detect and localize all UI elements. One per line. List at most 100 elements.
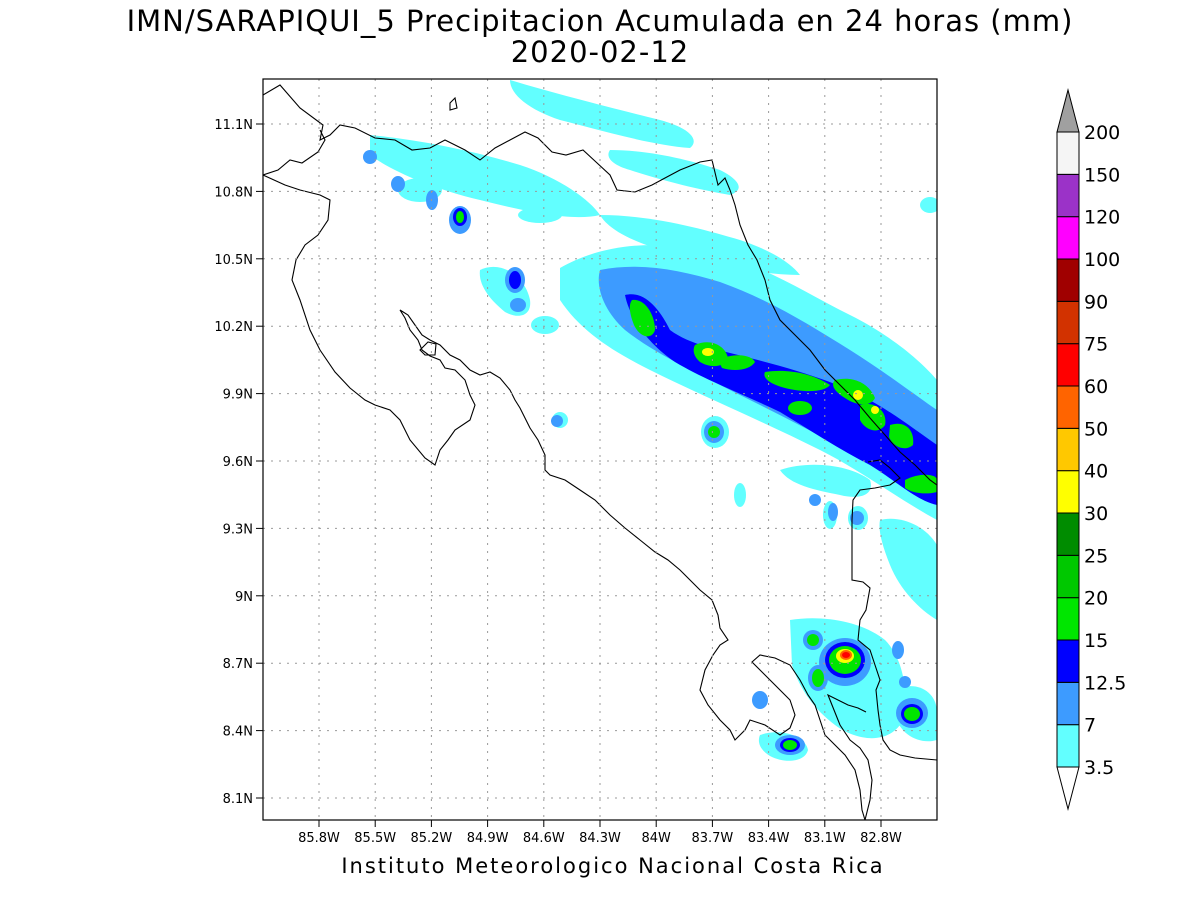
- x-tick-label: 83.7W: [691, 831, 733, 846]
- rain-core-green-d: [764, 370, 830, 392]
- nicaragua-costa-rica-border: [263, 84, 731, 193]
- x-tick-label: 84.9W: [467, 831, 509, 846]
- rain-core-green-l: [807, 634, 819, 646]
- x-tick-label: 85.2W: [410, 831, 452, 846]
- map-footer: Instituto Meteorologico Nacional Costa R…: [341, 854, 885, 878]
- legend-swatch: [1056, 639, 1080, 683]
- y-axis: 11.1N 10.8N 10.5N 10.2N 9.9N 9.6N 9.3N 9N 8.7N 8.…: [214, 118, 263, 807]
- y-tick-label: 11.1N: [214, 118, 253, 133]
- rain-core-green-p: [456, 211, 464, 223]
- legend-swatch: [1056, 470, 1080, 514]
- rain-cell-blue-q: [828, 503, 838, 521]
- y-tick-label: 9.3N: [223, 522, 253, 537]
- y-tick-label: 9.9N: [223, 388, 253, 403]
- rain-core-green-c: [718, 355, 755, 370]
- y-tick-label: 10.8N: [214, 185, 253, 200]
- caribbean-coast: [729, 189, 937, 486]
- lake-island: [449, 96, 458, 111]
- legend-swatch: [1056, 131, 1080, 175]
- legend-swatch: [1056, 724, 1080, 768]
- rain-cell-blue-a: [363, 150, 377, 164]
- rain-cell-cyan-f: [734, 483, 746, 507]
- rain-cell-blue-n: [752, 691, 768, 709]
- rain-cell-blue-c: [426, 190, 438, 210]
- rain-cell-blue-p: [899, 676, 911, 688]
- graticule: [263, 79, 937, 820]
- rain-streak-north-cyan: [600, 215, 800, 275]
- rain-cell-blue-g: [551, 415, 563, 427]
- legend-label: 100: [1084, 249, 1120, 271]
- legend-swatch: [1056, 258, 1080, 302]
- rain-core-green-g: [889, 423, 914, 449]
- legend-swatch: [1056, 427, 1080, 472]
- legend-label: 25: [1084, 545, 1108, 567]
- rain-core-green-n: [904, 707, 920, 721]
- rain-cell-blue-f: [510, 298, 526, 312]
- y-tick-label: 8.4N: [223, 725, 253, 740]
- rain-cell-cyan-c: [531, 316, 559, 334]
- rain-streak-top-cyan: [510, 80, 694, 148]
- legend-under-triangle: [1056, 766, 1080, 811]
- rain-core-green-j: [708, 426, 720, 438]
- legend-label: 30: [1084, 503, 1108, 525]
- rain-core-green-o: [783, 740, 797, 750]
- y-tick-label: 8.1N: [223, 792, 253, 807]
- rain-cell-blue-s: [809, 494, 821, 506]
- rain-core-green-a: [629, 299, 655, 337]
- legend-swatch: [1056, 385, 1080, 429]
- legend-label: 90: [1084, 291, 1108, 313]
- map-date: 2020-02-12: [510, 35, 690, 69]
- legend-label: 40: [1084, 461, 1108, 483]
- rain-cell-talamanca-cyan: [780, 464, 871, 497]
- color-legend: 3.5 7 12.5 15 20 25 30 40 50 60 75 90 100 120 150 200: [1056, 88, 1126, 811]
- legend-label: 200: [1084, 122, 1120, 144]
- legend-label: 75: [1084, 334, 1108, 356]
- legend-label: 60: [1084, 376, 1108, 398]
- x-tick-label: 85.5W: [354, 831, 396, 846]
- x-tick-label: 82.8W: [860, 831, 902, 846]
- x-tick-label: 83.1W: [804, 831, 846, 846]
- legend-label: 12.5: [1084, 672, 1126, 694]
- rain-cell-blue-o: [892, 641, 904, 659]
- pacific-coast-north: [263, 129, 866, 820]
- rain-cell-blue-b: [391, 176, 405, 192]
- legend-label: 3.5: [1084, 757, 1114, 779]
- rain-cell-blue-r: [850, 511, 864, 525]
- rain-peak-red: [842, 652, 850, 658]
- rain-streak-coast-cyan: [608, 150, 739, 195]
- coastlines: [263, 84, 937, 820]
- legend-label: 50: [1084, 418, 1108, 440]
- rain-peak-yellow-b: [853, 390, 863, 400]
- rain-peak-yellow-a: [702, 348, 714, 356]
- legend-swatch: [1056, 216, 1080, 260]
- legend-swatch: [1056, 554, 1080, 599]
- legend-label: 120: [1084, 207, 1120, 229]
- y-tick-label: 9N: [235, 590, 253, 605]
- legend-label: 15: [1084, 630, 1108, 652]
- rain-cell-cyan-i: [920, 197, 937, 213]
- legend-label: 7: [1084, 715, 1096, 737]
- burica-peninsula: [826, 693, 873, 820]
- legend-swatch: [1056, 597, 1080, 641]
- rain-core-green-e: [833, 378, 875, 405]
- rain-core-green-m: [812, 669, 824, 687]
- y-tick-label: 10.2N: [214, 320, 253, 335]
- x-tick-label: 84.6W: [523, 831, 565, 846]
- y-tick-label: 8.7N: [223, 657, 253, 672]
- legend-swatch: [1056, 173, 1080, 218]
- panama-border: [851, 459, 937, 761]
- x-tick-label: 85.8W: [298, 831, 340, 846]
- x-tick-label: 83.4W: [748, 831, 790, 846]
- legend-over-triangle: [1056, 88, 1080, 133]
- rain-core-green-i: [788, 401, 812, 415]
- x-tick-label: 84W: [641, 831, 671, 846]
- precipitation-field: [363, 80, 937, 761]
- legend-swatch: [1056, 512, 1080, 556]
- legend-swatch: [1056, 343, 1080, 387]
- rain-peak-yellow-c: [871, 406, 879, 414]
- legend-swatch: [1056, 681, 1080, 726]
- x-axis: 85.8W 85.5W 85.2W 84.9W 84.6W 84.3W 84W 83.7W 83…: [298, 820, 902, 846]
- legend-label: 20: [1084, 588, 1108, 610]
- legend-swatch: [1056, 300, 1080, 345]
